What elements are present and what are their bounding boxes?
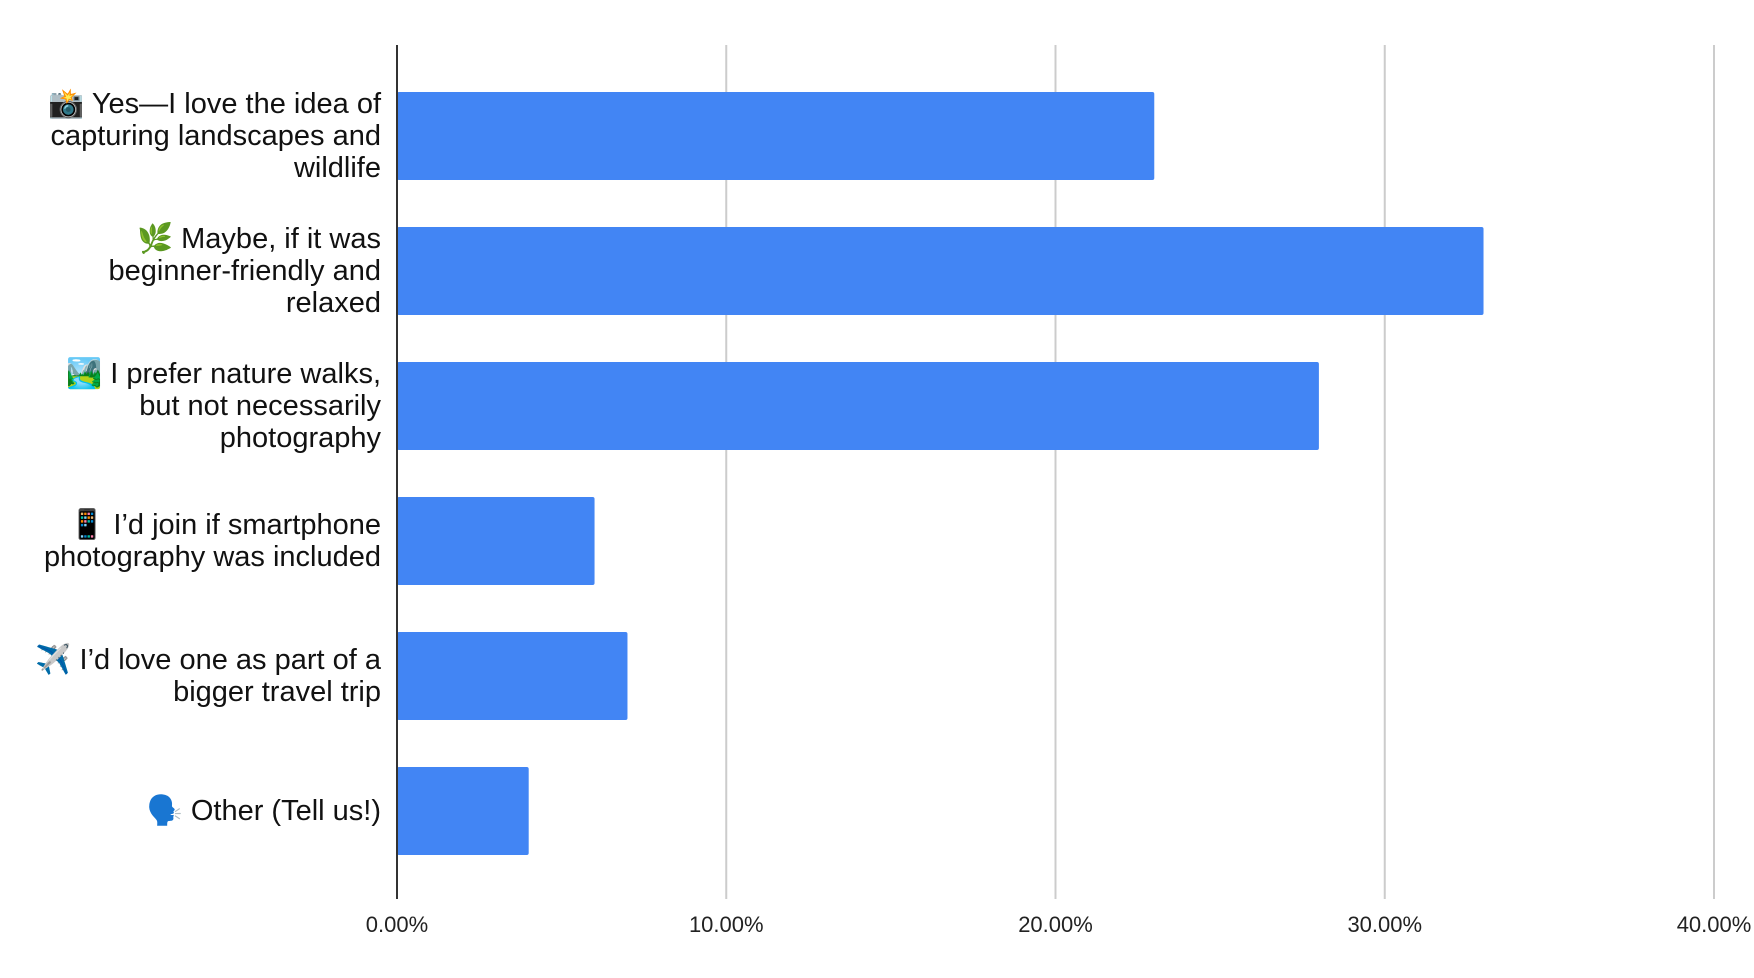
bar <box>397 767 529 855</box>
x-tick-label: 10.00% <box>689 912 764 937</box>
x-tick-label: 0.00% <box>366 912 428 937</box>
category-label: 🗣️ Other (Tell us!) <box>146 795 381 827</box>
x-tick-label: 30.00% <box>1347 912 1422 937</box>
category-label: 🌿 Maybe, if it was beginner-friendly and… <box>108 223 381 319</box>
category-label: 📱 I’d join if smartphone photography was… <box>44 509 381 573</box>
bar <box>397 362 1319 450</box>
bar <box>397 92 1155 180</box>
x-tick-label: 20.00% <box>1018 912 1093 937</box>
x-tick-label: 40.00% <box>1677 912 1752 937</box>
bar <box>397 632 628 720</box>
bar <box>397 497 595 585</box>
bar <box>397 227 1484 315</box>
category-label: 🏞️ I prefer nature walks, but not necess… <box>66 358 381 454</box>
category-label: ✈️ I’d love one as part of a bigger trav… <box>35 644 381 708</box>
category-label: 📸 Yes—I love the idea of capturing lands… <box>48 88 381 184</box>
